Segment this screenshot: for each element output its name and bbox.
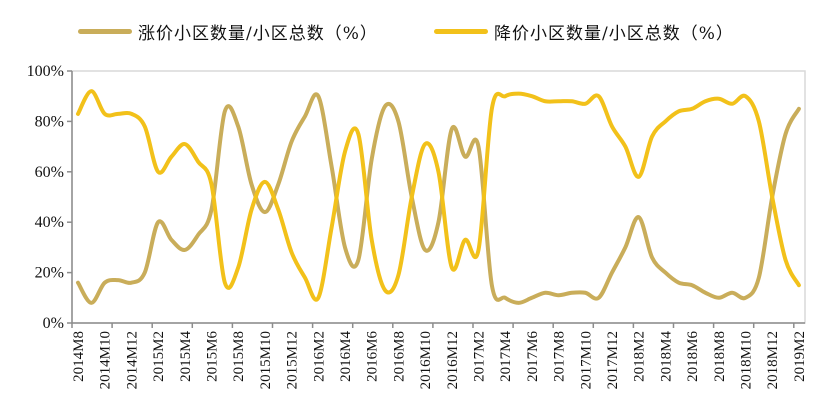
x-tick-label: 2016M10 (418, 331, 434, 389)
series-layer (76, 89, 801, 305)
x-tick-label: 2016M6 (365, 331, 381, 382)
x-tick-label: 2016M12 (445, 331, 461, 389)
x-tick-label: 2018M12 (765, 331, 781, 389)
x-tick-label: 2014M8 (71, 331, 87, 382)
y-tick-label: 80% (35, 113, 64, 130)
x-tick-label: 2018M8 (712, 331, 728, 382)
x-tick-label: 2016M2 (311, 331, 327, 382)
x-tick-label: 2018M6 (685, 331, 701, 382)
y-tick-label: 20% (35, 265, 64, 282)
x-tick-label: 2015M8 (231, 331, 247, 382)
x-tick-label: 2018M4 (658, 331, 674, 382)
series-line-rising (76, 92, 801, 305)
x-axis-ticks: 2014M8 2014M10 2014M12 2015M2 2015M4 2015M6 20… (71, 323, 808, 389)
x-tick-label: 2018M2 (632, 331, 648, 382)
x-tick-label: 2017M4 (498, 331, 514, 382)
y-tick-label: 100% (27, 63, 64, 80)
x-tick-label: 2015M10 (258, 331, 274, 389)
x-tick-label: 2015M6 (205, 331, 221, 382)
x-tick-label: 2015M4 (178, 331, 194, 382)
x-tick-label: 2017M6 (525, 331, 541, 382)
x-tick-label: 2019M2 (792, 331, 808, 382)
y-tick-label: 60% (35, 164, 64, 181)
legend-label-falling: 降价小区数量/小区总数（%） (494, 23, 734, 44)
legend-swatch-falling-icon (434, 28, 488, 34)
x-tick-label: 2017M8 (552, 331, 568, 382)
legend-swatch-rising-icon (78, 28, 132, 34)
y-tick-label: 40% (35, 214, 64, 231)
x-tick-label: 2017M10 (578, 331, 594, 389)
chart-legend: 涨价小区数量/小区总数（%） 降价小区数量/小区总数（%） (0, 16, 829, 46)
y-tick-label: 0% (43, 315, 64, 332)
legend-item-rising: 涨价小区数量/小区总数（%） (78, 16, 378, 46)
x-tick-label: 2014M12 (124, 331, 140, 389)
x-tick-label: 2017M12 (605, 331, 621, 389)
x-tick-label: 2018M10 (739, 331, 755, 389)
x-tick-label: 2016M8 (391, 331, 407, 382)
series-line-falling (76, 89, 801, 302)
x-tick-label: 2015M2 (151, 331, 167, 382)
legend-label-rising: 涨价小区数量/小区总数（%） (138, 23, 378, 44)
y-axis-ticks: 0% 20% 40% 60% 80% 100% (27, 63, 72, 332)
legend-item-falling: 降价小区数量/小区总数（%） (434, 16, 734, 46)
x-tick-label: 2014M10 (98, 331, 114, 389)
x-tick-label: 2017M2 (472, 331, 488, 382)
x-tick-label: 2016M4 (338, 331, 354, 382)
x-tick-label: 2015M12 (285, 331, 301, 389)
